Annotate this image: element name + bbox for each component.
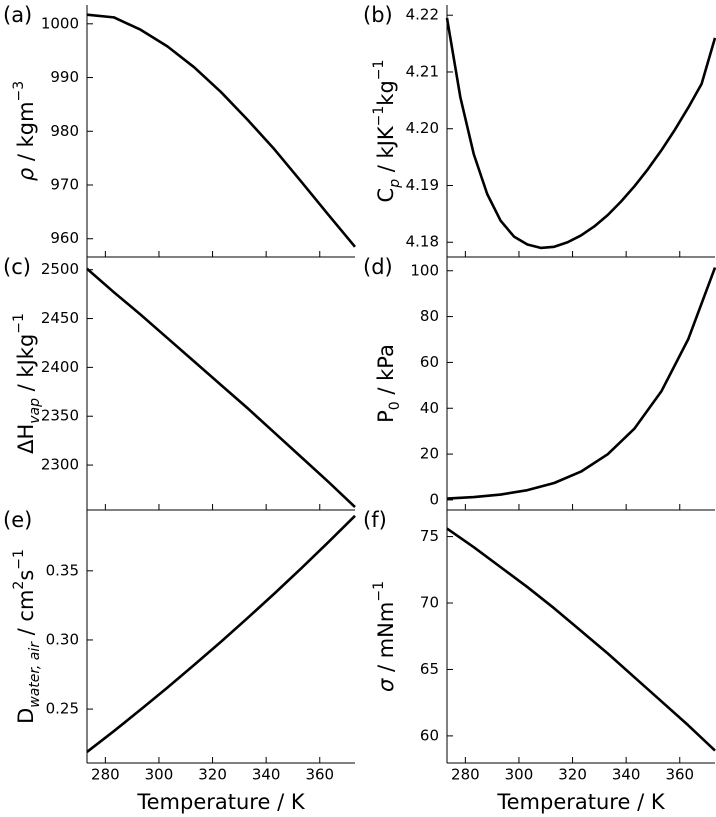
y-tick-label: 2400	[41, 358, 79, 376]
y-axis-label-part: −1	[371, 581, 387, 602]
y-tick-label: 2350	[41, 407, 79, 425]
y-tick-label: 70	[420, 594, 439, 612]
panel-label: (e)	[3, 508, 32, 532]
x-axis-label: Temperature / K	[136, 790, 305, 814]
y-tick-label: 60	[420, 726, 439, 744]
y-tick-label: 60	[420, 353, 439, 371]
y-tick-label: 980	[50, 122, 79, 140]
y-tick-label: 0	[429, 490, 439, 508]
y-tick-label: 4.19	[406, 176, 439, 194]
x-tick-label: 280	[91, 766, 120, 784]
y-tick-label: 80	[420, 307, 439, 325]
y-tick-label: 2450	[41, 309, 79, 327]
y-axis-label-part: / cm	[14, 590, 38, 642]
y-axis-label-part: / mNm	[374, 602, 398, 679]
y-axis-label-part: D	[14, 708, 38, 724]
y-axis-label-part: / kJK	[374, 125, 398, 179]
y-tick-label: 0.30	[46, 630, 79, 648]
data-line	[446, 527, 716, 752]
y-tick-label: 4.20	[406, 119, 439, 137]
data-line	[86, 514, 356, 753]
y-tick-label: 75	[420, 527, 439, 545]
y-tick-label: 970	[50, 176, 79, 194]
data-line	[86, 13, 356, 248]
y-axis-label: ΔHvap / kJkg−1	[11, 313, 43, 454]
x-tick-label: 320	[558, 766, 587, 784]
panel: 2300 2350 2400 2450 2500 (c) ΔHvap / kJkg−1	[3, 255, 356, 511]
x-axis-label: Temperature / K	[496, 790, 665, 814]
y-tick-label: 100	[410, 261, 439, 279]
x-tick-label: 320	[198, 766, 227, 784]
y-axis-label-part: 0	[387, 401, 403, 410]
y-axis-label-part: / kPa	[374, 344, 398, 401]
y-axis-label: Cp / kJK−1kg−1	[371, 60, 403, 203]
data-line	[86, 267, 356, 509]
y-tick-label: 2300	[41, 456, 79, 474]
x-tick-label: 340	[612, 766, 641, 784]
y-axis-label-part: σ	[374, 678, 398, 692]
y-tick-label: 2500	[41, 260, 79, 278]
y-tick-label: 960	[50, 229, 79, 247]
y-tick-label: 990	[50, 68, 79, 86]
y-tick-label: 20	[420, 445, 439, 463]
y-axis-label: σ / mNm−1	[371, 581, 398, 692]
y-tick-label: 0.25	[46, 700, 79, 718]
y-axis-label-part: −1	[11, 549, 27, 570]
panel-label: (c)	[3, 255, 31, 279]
panel: 960 970 980 990 1000 (a) ρ / kgm−3	[3, 3, 356, 258]
y-tick-label: 1000	[41, 14, 79, 32]
panel-label: (b)	[363, 3, 393, 27]
x-tick-label: 360	[665, 766, 694, 784]
y-tick-label: 4.21	[406, 62, 439, 80]
data-line	[445, 17, 716, 250]
y-axis-label-part: vap	[27, 398, 43, 424]
y-axis-label-part: p	[387, 179, 403, 189]
y-axis-label-part: ΔH	[14, 424, 38, 454]
y-axis-label-part: water, air	[27, 641, 43, 708]
y-tick-label: 40	[420, 399, 439, 417]
y-axis-label-part: P	[374, 410, 398, 423]
data-line	[446, 267, 716, 500]
panel-label: (a)	[3, 3, 32, 27]
x-tick-label: 340	[252, 766, 281, 784]
y-axis-label: Dwater, air / cm2s−1	[11, 549, 43, 724]
y-axis-label: ρ / kgm−3	[11, 81, 38, 181]
y-axis-label-part: ρ	[14, 167, 38, 181]
y-tick-label: 4.18	[406, 233, 439, 251]
y-axis-label-part: −1	[11, 313, 27, 334]
panel-label: (d)	[363, 255, 393, 279]
y-axis-label-part: −1	[371, 60, 387, 81]
y-axis-label-part: / kJkg	[14, 334, 38, 398]
y-axis-label-part: −3	[11, 81, 27, 102]
panel: 4.184.194.204.214.22(b)Cp / kJK−1kg−1	[363, 3, 716, 258]
panel-label: (f)	[363, 508, 387, 532]
x-tick-label: 280	[451, 766, 480, 784]
y-axis-label-part: kg	[374, 80, 398, 106]
y-axis-label-part: / kgm	[14, 101, 38, 167]
y-tick-label: 65	[420, 660, 439, 678]
y-axis-label: P0 / kPa	[374, 344, 403, 423]
y-axis-label-part: −1	[371, 106, 387, 127]
y-tick-label: 4.22	[406, 6, 439, 24]
y-axis-label-part: s	[14, 570, 38, 581]
y-axis-label-part: C	[374, 188, 398, 203]
x-tick-label: 300	[145, 766, 174, 784]
x-tick-label: 360	[305, 766, 334, 784]
x-tick-label: 300	[505, 766, 534, 784]
y-tick-label: 0.35	[46, 561, 79, 579]
y-axis-label-part: 2	[11, 581, 27, 590]
